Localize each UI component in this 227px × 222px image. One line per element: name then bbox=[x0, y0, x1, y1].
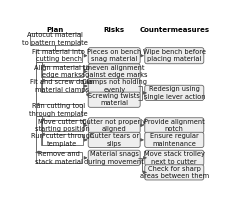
FancyBboxPatch shape bbox=[41, 120, 83, 131]
FancyBboxPatch shape bbox=[88, 78, 140, 94]
FancyBboxPatch shape bbox=[144, 132, 203, 147]
FancyBboxPatch shape bbox=[41, 81, 83, 92]
Text: Run cutting tool
through template: Run cutting tool through template bbox=[29, 103, 87, 117]
FancyBboxPatch shape bbox=[144, 118, 203, 133]
FancyBboxPatch shape bbox=[41, 66, 83, 77]
Text: Provide alignment
notch: Provide alignment notch bbox=[143, 119, 204, 132]
Text: Ensure regular
maintenance: Ensure regular maintenance bbox=[149, 133, 198, 147]
Text: Wipe bench before
placing material: Wipe bench before placing material bbox=[142, 49, 205, 62]
Text: Check for sharp
areas between them: Check for sharp areas between them bbox=[139, 166, 208, 179]
FancyBboxPatch shape bbox=[35, 152, 81, 163]
FancyBboxPatch shape bbox=[30, 33, 79, 46]
Text: Fit and screw down
material clamps: Fit and screw down material clamps bbox=[30, 79, 94, 93]
Text: Fit material into
cutting bench: Fit material into cutting bench bbox=[32, 49, 85, 62]
FancyBboxPatch shape bbox=[88, 150, 140, 165]
Text: Cutter not properly
aligned: Cutter not properly aligned bbox=[82, 119, 146, 132]
FancyBboxPatch shape bbox=[144, 48, 203, 64]
FancyBboxPatch shape bbox=[35, 50, 81, 62]
Text: Risks: Risks bbox=[103, 28, 124, 34]
FancyBboxPatch shape bbox=[144, 85, 203, 101]
FancyBboxPatch shape bbox=[88, 48, 140, 64]
Text: Pieces on bench
snag material: Pieces on bench snag material bbox=[87, 49, 141, 62]
FancyBboxPatch shape bbox=[88, 132, 140, 147]
Text: Screwing twists
material: Screwing twists material bbox=[88, 93, 140, 107]
Text: Remove and
stack material: Remove and stack material bbox=[35, 151, 82, 165]
FancyBboxPatch shape bbox=[41, 134, 83, 145]
FancyBboxPatch shape bbox=[88, 92, 140, 107]
FancyBboxPatch shape bbox=[144, 150, 203, 165]
FancyBboxPatch shape bbox=[88, 118, 140, 133]
Text: Autocut material
to pattern template: Autocut material to pattern template bbox=[22, 32, 88, 46]
Text: Run cutter through
template: Run cutter through template bbox=[30, 133, 93, 147]
Text: Move stack trolley
next to cutter: Move stack trolley next to cutter bbox=[143, 151, 204, 165]
Text: Uneven alignment
against edge marks: Uneven alignment against edge marks bbox=[81, 65, 147, 78]
Text: Plan: Plan bbox=[46, 28, 63, 34]
FancyBboxPatch shape bbox=[144, 165, 203, 180]
Text: Redesign using
single lever action: Redesign using single lever action bbox=[143, 86, 204, 100]
Text: Clamps not holding
evenly: Clamps not holding evenly bbox=[81, 79, 146, 93]
Text: Countermeasures: Countermeasures bbox=[139, 28, 208, 34]
FancyBboxPatch shape bbox=[88, 64, 140, 79]
Text: Material snags
during movement: Material snags during movement bbox=[84, 151, 143, 165]
FancyBboxPatch shape bbox=[35, 104, 81, 115]
Text: Cutter tears or
slips: Cutter tears or slips bbox=[89, 133, 138, 147]
Text: Align material to
edge marks: Align material to edge marks bbox=[34, 65, 90, 78]
Text: Move cutter to
starting position: Move cutter to starting position bbox=[35, 119, 89, 132]
